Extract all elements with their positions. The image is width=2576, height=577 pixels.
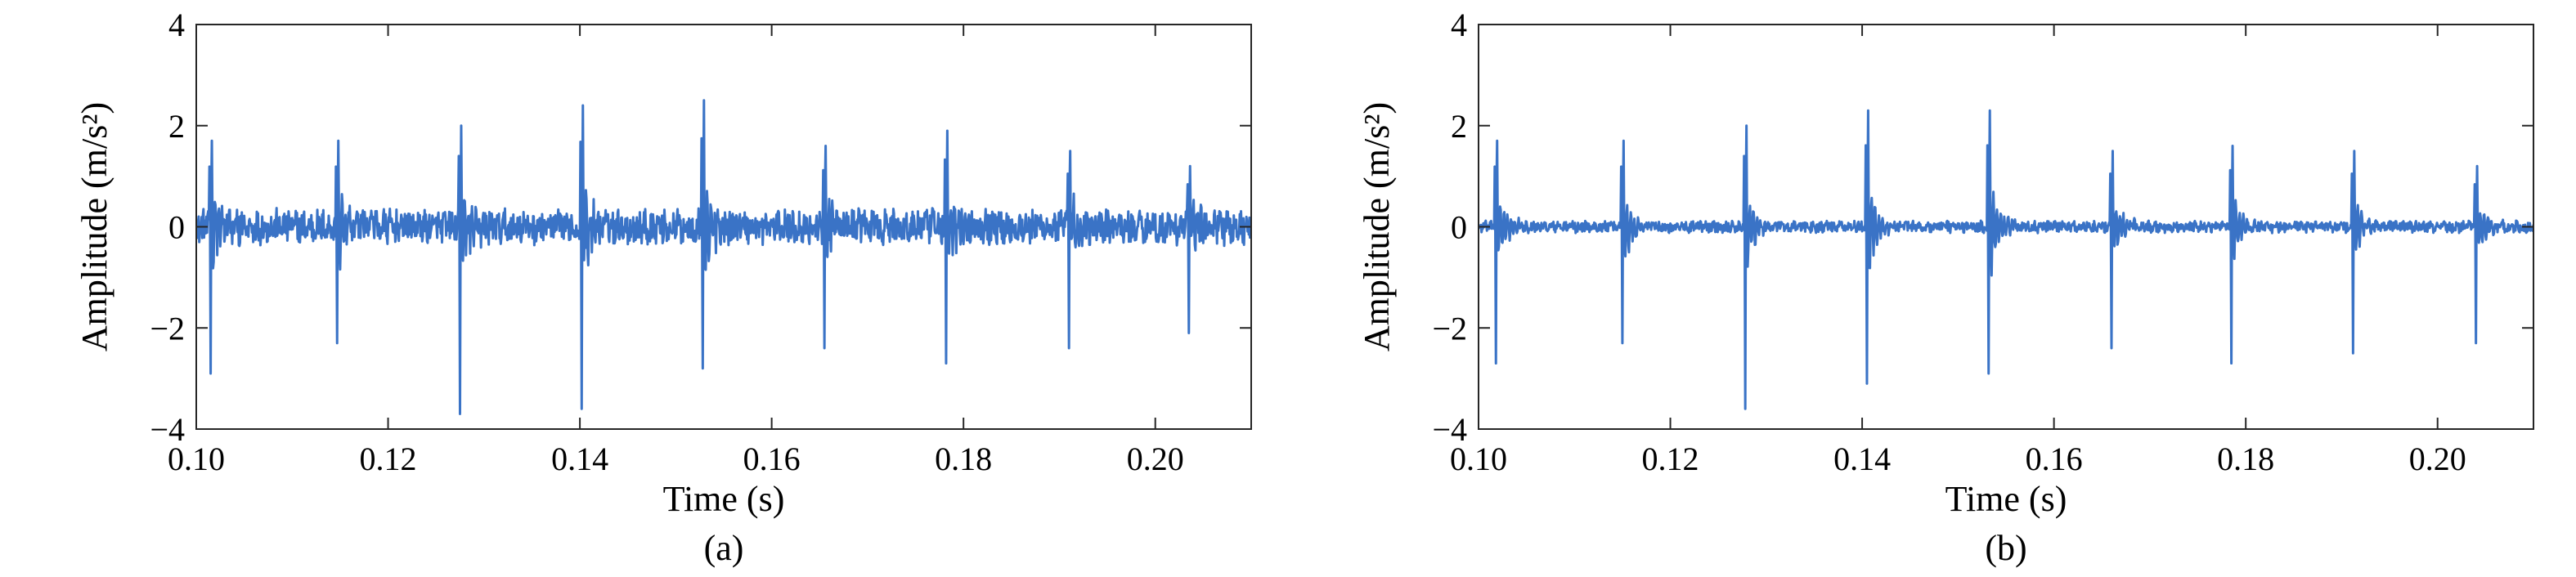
x-tick-label: 0.18 xyxy=(935,441,992,477)
panel-a: 0.10 0.12 0.14 0.16 0.18 0.20 −4 −2 0 2 4 Time (s) A… xyxy=(74,7,1252,568)
y-tick-label: −2 xyxy=(150,310,185,347)
y-tick-label: −4 xyxy=(150,411,185,448)
x-tick-label: 0.12 xyxy=(1642,441,1699,477)
y-tick-label: −2 xyxy=(1432,310,1467,347)
y-tick-label: 0 xyxy=(1451,209,1467,246)
y-tick-label: 2 xyxy=(1451,108,1467,145)
x-tick-label: 0.14 xyxy=(551,441,608,477)
y-tick-label: −4 xyxy=(1432,411,1467,448)
signal-line xyxy=(1479,109,2533,410)
x-tick-label: 0.10 xyxy=(168,441,225,477)
x-axis-label: Time (s) xyxy=(663,479,785,519)
x-tick-label: 0.16 xyxy=(2026,441,2083,477)
x-tick-label: 0.10 xyxy=(1450,441,1507,477)
x-tick-label: 0.18 xyxy=(2217,441,2274,477)
y-tick-label: 2 xyxy=(168,108,185,145)
y-tick-label: 4 xyxy=(1451,7,1467,43)
x-tick-label: 0.20 xyxy=(1127,441,1184,477)
signal-line xyxy=(196,99,1251,415)
x-tick-label: 0.20 xyxy=(2409,441,2466,477)
x-tick-label: 0.16 xyxy=(743,441,801,477)
y-tick-label: 4 xyxy=(168,7,185,43)
panel-label: (a) xyxy=(704,528,744,568)
x-tick-label: 0.14 xyxy=(1833,441,1891,477)
y-axis-label: Amplitude (m/s²) xyxy=(74,102,114,351)
x-axis-label: Time (s) xyxy=(1945,479,2067,519)
y-axis-label: Amplitude (m/s²) xyxy=(1357,102,1397,351)
x-tick-label: 0.12 xyxy=(360,441,417,477)
y-tick-label: 0 xyxy=(168,209,185,246)
panel-b: 0.10 0.12 0.14 0.16 0.18 0.20 −4 −2 0 2 4 Time (s) A… xyxy=(1357,7,2534,568)
panel-label: (b) xyxy=(1985,528,2026,568)
